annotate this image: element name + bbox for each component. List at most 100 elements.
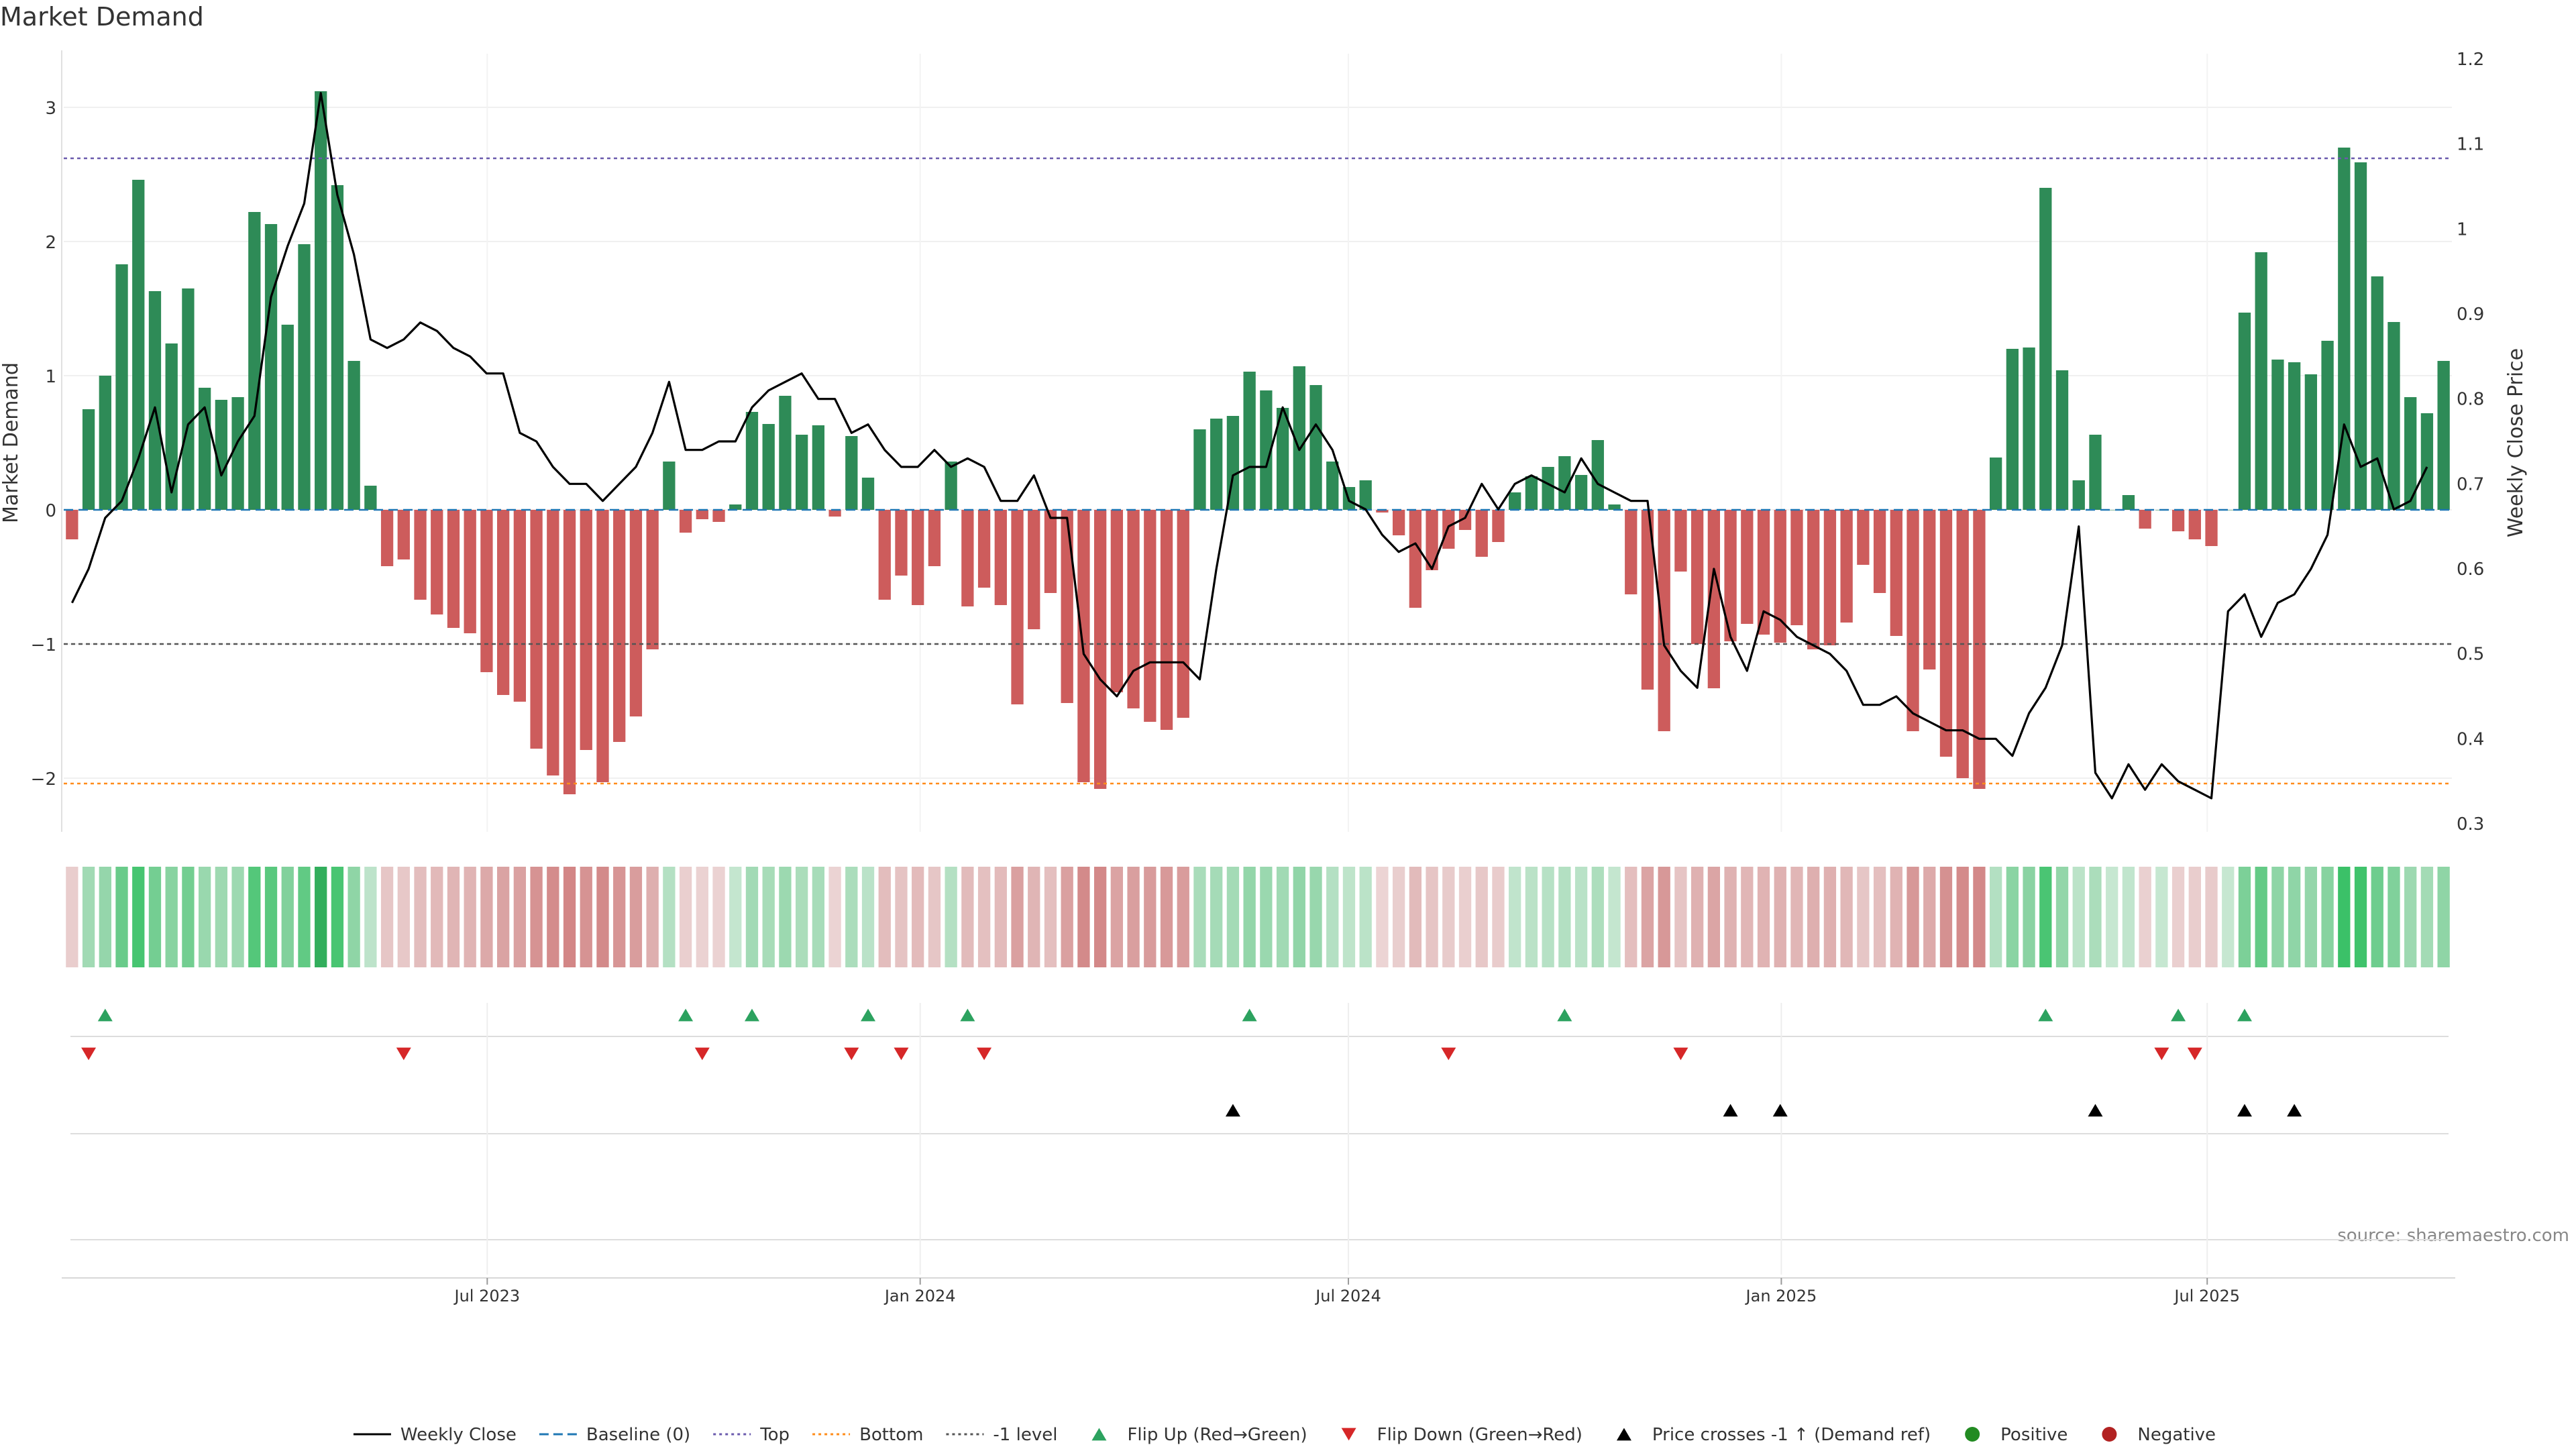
heat-cell [496, 867, 510, 967]
demand-bar [1044, 510, 1057, 593]
heat-cell [2222, 867, 2235, 967]
flip-up-marker [2171, 1008, 2186, 1022]
heat-cell [1127, 867, 1140, 967]
demand-bar [264, 224, 278, 510]
demand-bar [315, 91, 327, 510]
demand-bar [762, 424, 775, 510]
heat-cell [812, 867, 825, 967]
heat-cell [1525, 867, 1538, 967]
heat-cell [1674, 867, 1687, 967]
heat-cell [1658, 867, 1670, 967]
demand-bar [1293, 366, 1305, 510]
heat-cell [1608, 867, 1621, 967]
demand-bar [82, 409, 95, 510]
demand-bar [2404, 397, 2417, 510]
demand-bars [66, 91, 2450, 794]
demand-bar [1658, 510, 1670, 731]
heat-cell [66, 867, 78, 967]
demand-bar [364, 486, 377, 510]
demand-bar [2371, 276, 2383, 510]
demand-bar [148, 291, 162, 510]
demand-bar [696, 510, 708, 519]
demand-bar [2023, 347, 2035, 510]
heat-cell [2255, 867, 2267, 967]
legend-label: Bottom [859, 1425, 923, 1445]
demand-bar [1127, 510, 1140, 708]
heat-cell [1061, 867, 1073, 967]
heat-cell [248, 867, 261, 967]
demand-bar [1326, 462, 1339, 510]
demand-bar [2420, 413, 2434, 510]
flip-down-marker [1673, 1047, 1688, 1061]
heat-cell [1973, 867, 1986, 967]
heat-cell [82, 867, 95, 967]
flip-down-marker [694, 1047, 710, 1061]
heat-cell [2238, 867, 2251, 967]
demand-bar [231, 397, 244, 510]
heat-cell [912, 867, 924, 967]
legend: Weekly Close Baseline (0) Top Bottom -1 leve… [353, 1425, 2216, 1445]
demand-bar [729, 504, 742, 510]
heat-cell [613, 867, 626, 967]
flip-up-marker [2038, 1008, 2053, 1022]
heat-cell [1376, 867, 1389, 967]
demand-bar [347, 361, 360, 510]
heat-cell [1160, 867, 1173, 967]
heat-cell [994, 867, 1007, 967]
y-tick-label-right: 0.4 [2457, 729, 2484, 749]
heat-cell [1210, 867, 1223, 967]
heat-cell [2205, 867, 2218, 967]
demand-bar [2288, 362, 2301, 510]
heat-cell [795, 867, 808, 967]
y-tick-label-left: 3 [45, 99, 56, 119]
demand-bar [779, 396, 792, 510]
demand-bar [447, 510, 460, 628]
heat-cell [2089, 867, 2102, 967]
heat-cell [2321, 867, 2334, 967]
heat-cell [264, 867, 278, 967]
heat-cell [2023, 867, 2035, 967]
heat-cell [1641, 867, 1654, 967]
demand-bar [1873, 510, 1886, 593]
heat-cell [2122, 867, 2135, 967]
flip-up-marker [678, 1008, 694, 1022]
demand-bar [66, 510, 78, 539]
demand-bar [1690, 510, 1704, 644]
demand-bar [2205, 510, 2218, 546]
heat-cell [2387, 867, 2400, 967]
legend-label: Top [759, 1425, 790, 1445]
y-axis-left-label: Market Demand [0, 362, 23, 523]
y-tick-label-right: 0.9 [2457, 305, 2484, 325]
heat-cell [1840, 867, 1853, 967]
demand-bar [1674, 510, 1687, 572]
legend-label: -1 level [993, 1425, 1057, 1445]
heat-cell [1923, 867, 1936, 967]
heat-cell [2404, 867, 2417, 967]
legend-item: Flip Up (Red→Green) [1091, 1425, 1307, 1445]
heat-cell [2420, 867, 2434, 967]
flip-down-marker [1441, 1047, 1456, 1061]
x-tick-label: Jan 2024 [883, 1287, 956, 1305]
heat-cell [281, 867, 294, 967]
demand-bar [2171, 510, 2185, 531]
flip-down-marker [894, 1047, 909, 1061]
demand-bar [2072, 480, 2085, 510]
demand-bar [1093, 510, 1107, 789]
heat-cell [115, 867, 128, 967]
y-tick-label-right: 0.7 [2457, 474, 2484, 494]
heat-cell [397, 867, 410, 967]
demand-bar [861, 478, 875, 510]
demand-bar [1890, 510, 1902, 636]
legend-swatch [2102, 1427, 2117, 1442]
demand-bar [1807, 510, 1820, 649]
heat-cell [1873, 867, 1886, 967]
legend-item: Positive [1965, 1425, 2068, 1445]
heat-cell [1509, 867, 1521, 967]
legend-swatch [1341, 1428, 1356, 1441]
heat-cell [828, 867, 841, 967]
demand-bar [1177, 510, 1189, 718]
heat-cell [1028, 867, 1040, 967]
heat-cell [165, 867, 178, 967]
demand-bar [1426, 510, 1438, 570]
heat-cell [1823, 867, 1837, 967]
